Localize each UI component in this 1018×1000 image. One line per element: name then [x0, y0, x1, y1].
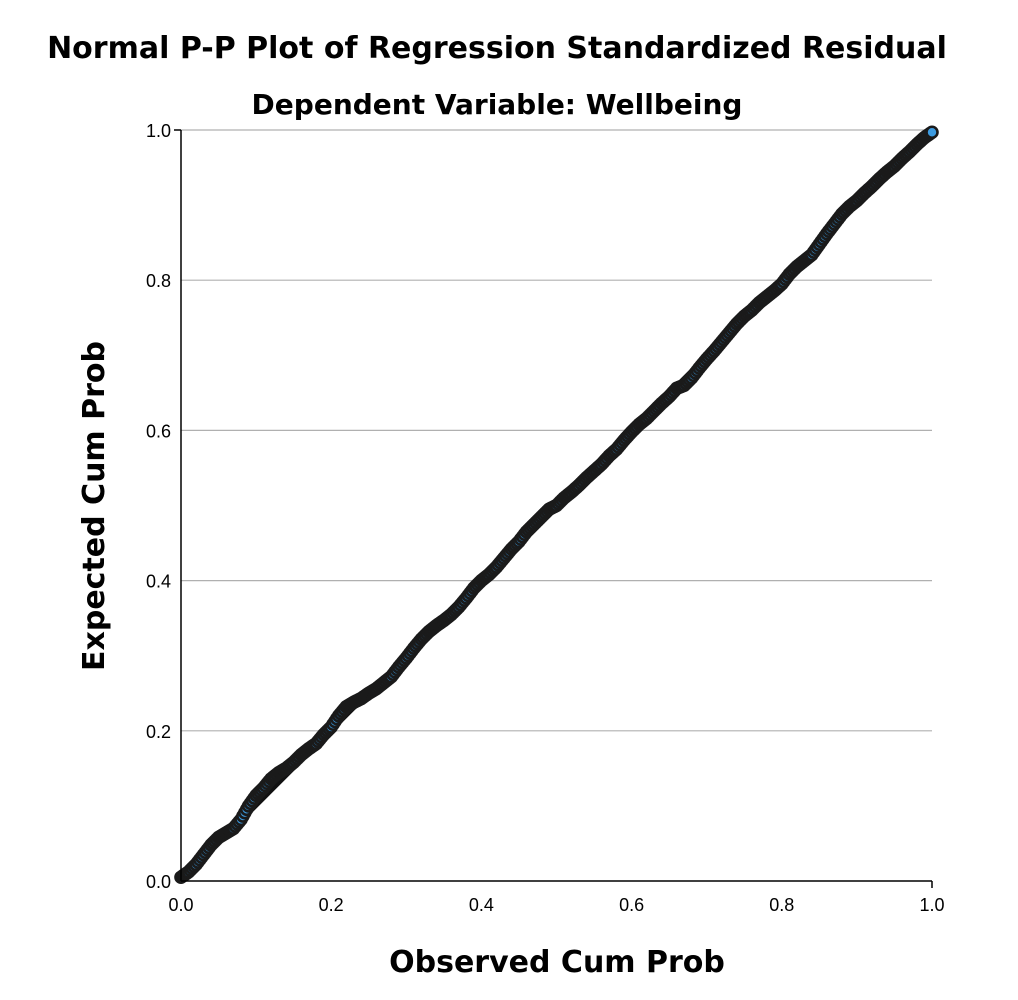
x-axis-title: Observed Cum Prob [389, 945, 725, 980]
chart-subtitle: Dependent Variable: Wellbeing [252, 88, 743, 121]
y-axis-title: Expected Cum Prob [77, 341, 112, 671]
y-tick-labels: 0.0 0.2 0.4 0.6 0.8 1.0 [146, 121, 171, 892]
y-tick-label-2: 0.4 [146, 572, 171, 592]
axes [174, 129, 933, 888]
x-tick-label-0: 0.0 [168, 895, 193, 915]
chart-title: Normal P-P Plot of Regression Standardiz… [47, 31, 947, 66]
x-tick-label-5: 1.0 [919, 895, 944, 915]
y-tick-label-3: 0.6 [146, 421, 171, 441]
x-tick-labels: 0.0 0.2 0.4 0.6 0.8 1.0 [168, 895, 944, 915]
x-tick-label-3: 0.6 [619, 895, 644, 915]
x-tick-label-4: 0.8 [769, 895, 794, 915]
y-tick-label-4: 0.8 [146, 271, 171, 291]
data-points [174, 125, 939, 885]
y-tick-label-5: 1.0 [146, 121, 171, 141]
x-tick-label-2: 0.4 [469, 895, 494, 915]
y-tick-label-1: 0.2 [146, 722, 171, 742]
y-tick-label-0: 0.0 [146, 872, 171, 892]
x-tick-label-1: 0.2 [319, 895, 344, 915]
gridlines [181, 129, 932, 732]
data-point [925, 125, 939, 140]
